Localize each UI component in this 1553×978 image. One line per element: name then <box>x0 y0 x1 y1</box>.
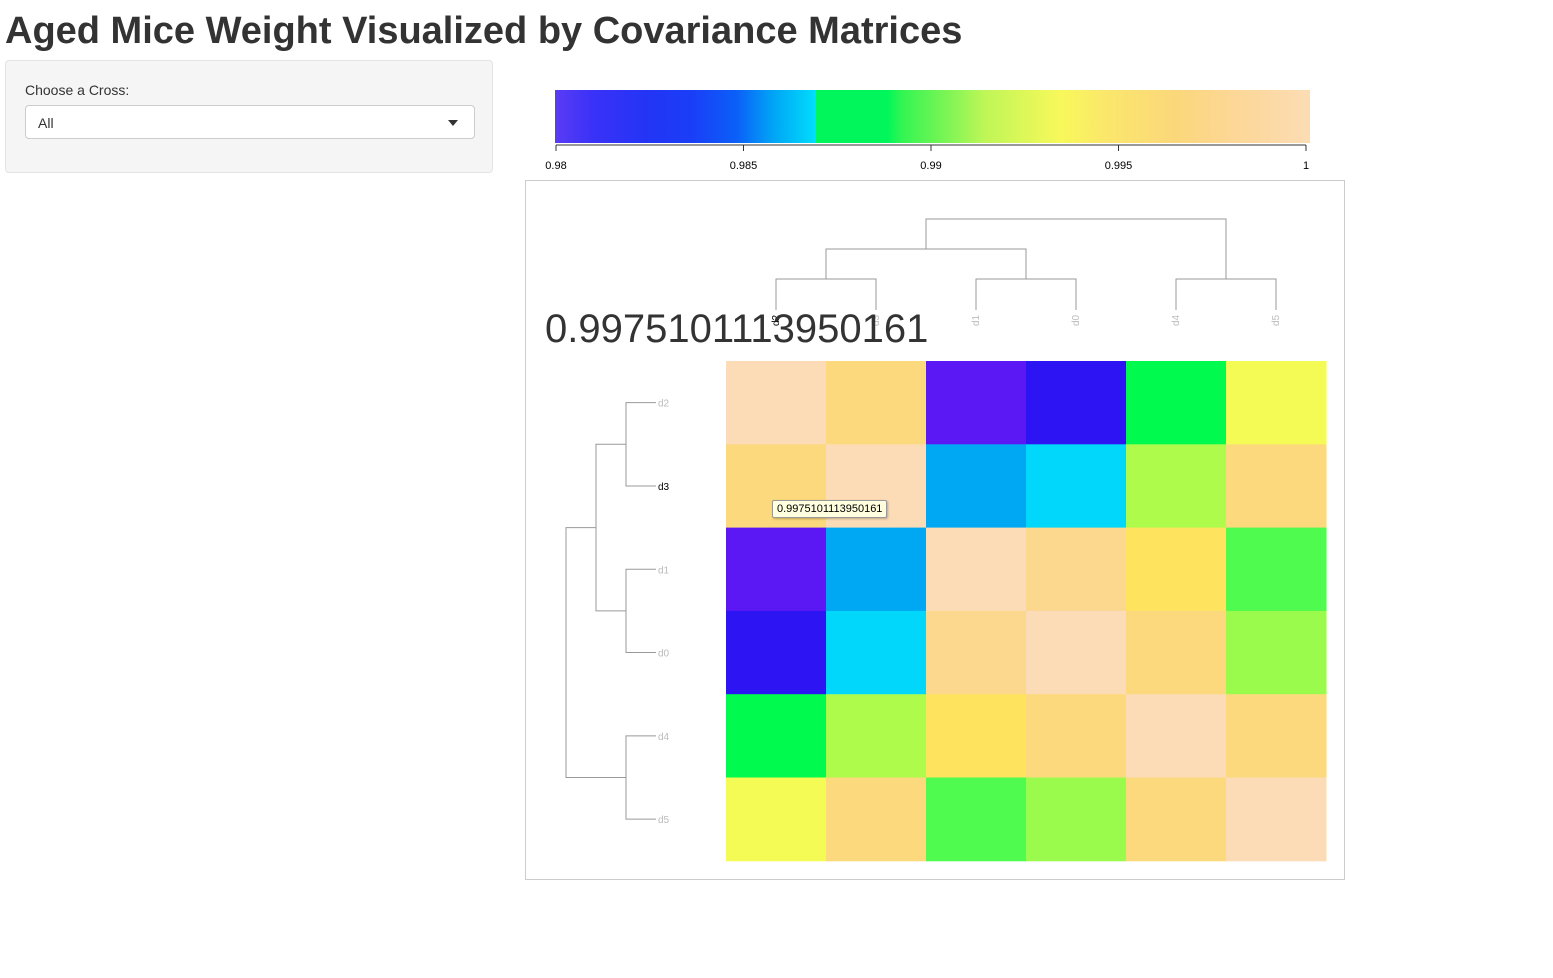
heatmap-cell <box>826 361 927 445</box>
row-label: d3 <box>658 482 670 493</box>
page-title: Aged Mice Weight Visualized by Covarianc… <box>5 10 963 52</box>
heatmap-cell <box>826 777 927 862</box>
heatmap-cell <box>1026 361 1127 445</box>
row-labels: d2 d3 d1 d0 d4 d5 <box>658 399 670 827</box>
color-scale-axis: 0.98 0.985 0.99 0.995 1 <box>545 144 1309 172</box>
row-dendrogram-branch <box>565 527 626 778</box>
heatmap-cell <box>726 694 827 778</box>
row-label: d0 <box>658 649 670 660</box>
column-label: d5 <box>1271 314 1282 326</box>
heatmap-cell <box>1226 361 1327 445</box>
row-dendrogram-branch <box>625 568 656 654</box>
heatmap-cell <box>826 694 927 778</box>
row-dendrogram-branch <box>625 402 656 487</box>
cross-select-dropdown[interactable]: All <box>25 105 475 139</box>
heatmap-cell <box>926 777 1027 862</box>
color-scale-tick-label: 0.995 <box>1105 160 1133 172</box>
heatmap-cell <box>1226 444 1327 529</box>
column-dendrogram <box>775 218 1277 310</box>
heatmap-cell <box>1126 694 1227 778</box>
heatmap-cell <box>926 444 1027 529</box>
chevron-down-icon[interactable] <box>448 120 458 126</box>
row-dendrogram <box>565 402 656 820</box>
heatmap-cell <box>926 361 1027 445</box>
heatmap-cell <box>926 610 1027 695</box>
column-label: d1 <box>971 314 982 326</box>
heatmap-cell <box>826 610 927 695</box>
heatmap-cell <box>1226 527 1327 612</box>
column-dendrogram-branch <box>925 218 1227 279</box>
heatmap-cell <box>1026 610 1127 695</box>
heatmap-cells <box>726 361 1327 862</box>
color-scale-bar <box>555 90 1310 143</box>
heatmap-cell <box>826 527 927 612</box>
column-label: d2 <box>771 314 782 326</box>
color-scale-tick-label: 0.98 <box>545 160 566 172</box>
column-label: d0 <box>1071 314 1082 326</box>
row-label: d1 <box>658 565 670 576</box>
heatmap-cell <box>1126 527 1227 612</box>
heatmap-chart: d2 d3 d1 d0 d4 d5 d2 d3 d1 d0 d4 d5 0.997510111395… <box>545 218 1327 862</box>
heatmap-cell <box>726 777 827 862</box>
heatmap-cell <box>1126 777 1227 862</box>
heatmap-cell <box>926 694 1027 778</box>
sidebar-panel: Choose a Cross: All <box>5 60 493 173</box>
heatmap-cell <box>1026 777 1127 862</box>
heatmap-cell <box>1126 361 1227 445</box>
column-dendrogram-branch <box>975 278 1077 310</box>
heatmap-cell <box>1026 527 1127 612</box>
heatmap-cell <box>726 361 827 445</box>
heatmap-cell <box>1126 444 1227 529</box>
row-label: d4 <box>658 732 670 743</box>
heatmap-cell <box>1226 610 1327 695</box>
row-dendrogram-branch <box>595 443 626 612</box>
row-label: d2 <box>658 399 670 410</box>
column-labels: d2 d3 d1 d0 d4 d5 <box>771 314 1282 326</box>
heatmap-cell <box>926 527 1027 612</box>
row-dendrogram-branch <box>625 735 656 820</box>
column-dendrogram-branch <box>775 278 877 310</box>
cross-select-value: All <box>38 115 54 131</box>
heatmap-cell <box>726 610 827 695</box>
column-label: d4 <box>1171 314 1182 326</box>
hover-value-readout: 0.9975101113950161 <box>545 307 928 351</box>
cell-tooltip: 0.9975101113950161 <box>772 500 888 518</box>
column-dendrogram-branch <box>825 248 1027 279</box>
row-label: d5 <box>658 815 670 826</box>
color-scale-tick-label: 1 <box>1303 160 1309 172</box>
heatmap-cell <box>1126 610 1227 695</box>
column-label: d3 <box>871 314 882 326</box>
heatmap-cell <box>1226 777 1327 862</box>
heatmap-cell <box>726 527 827 612</box>
cross-select-label: Choose a Cross: <box>25 82 130 98</box>
color-scale-tick-label: 0.99 <box>920 160 941 172</box>
column-dendrogram-branch <box>1175 278 1277 310</box>
color-scale-tick-label: 0.985 <box>730 160 758 172</box>
heatmap-cell <box>1226 694 1327 778</box>
heatmap-cell <box>1026 444 1127 529</box>
heatmap-cell <box>1026 694 1127 778</box>
